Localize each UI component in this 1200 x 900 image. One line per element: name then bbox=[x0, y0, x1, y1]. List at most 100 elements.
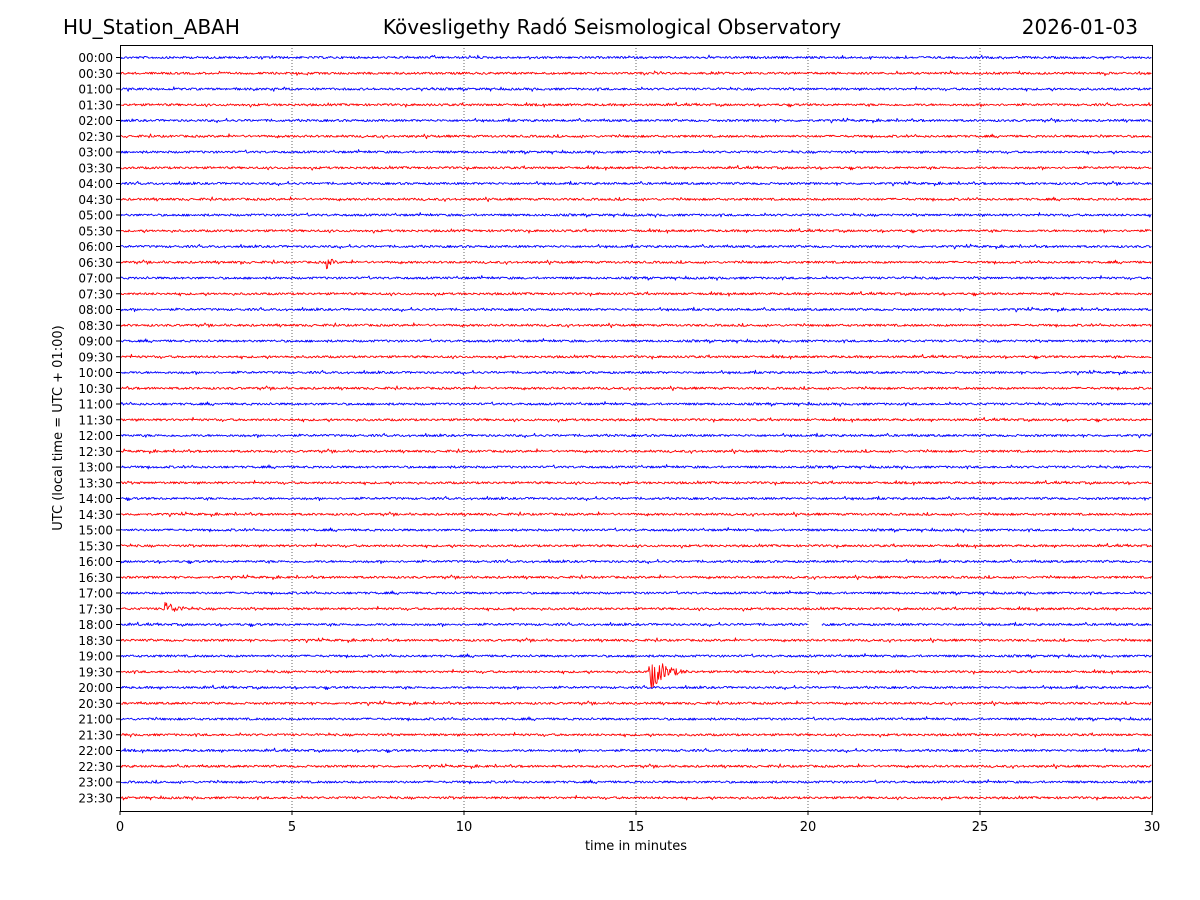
y-tick-label-2030: 20:30 bbox=[78, 697, 113, 711]
y-tick-label-0100: 01:00 bbox=[78, 83, 113, 97]
trace-0030 bbox=[120, 70, 1152, 77]
observatory-title: Kövesligethy Radó Seismological Observat… bbox=[382, 15, 842, 39]
x-tick-label-10: 10 bbox=[456, 820, 473, 835]
y-tick-label-1530: 15:30 bbox=[78, 539, 113, 553]
y-tick-label-1130: 11:30 bbox=[78, 413, 113, 427]
trace-1900 bbox=[120, 653, 1152, 659]
trace-1000 bbox=[120, 369, 1152, 376]
y-tick-label-0430: 04:30 bbox=[78, 193, 113, 207]
y-tick-label-1400: 14:00 bbox=[78, 492, 113, 506]
trace-2300 bbox=[120, 779, 1152, 785]
y-tick-label-0930: 09:30 bbox=[78, 350, 113, 364]
y-tick-label-0230: 02:30 bbox=[78, 130, 113, 144]
trace-0800 bbox=[120, 306, 1152, 313]
trace-1300 bbox=[120, 464, 1152, 470]
trace-2100 bbox=[120, 716, 1152, 722]
y-tick-label-2000: 20:00 bbox=[78, 681, 113, 695]
y-tick-label-0600: 06:00 bbox=[78, 240, 113, 254]
trace-0430 bbox=[120, 196, 1152, 203]
trace-0100 bbox=[120, 86, 1152, 92]
trace-0330 bbox=[120, 164, 1152, 171]
x-tick-label-25: 25 bbox=[972, 820, 989, 835]
y-tick-label-2100: 21:00 bbox=[78, 713, 113, 727]
y-tick-label-1500: 15:00 bbox=[78, 524, 113, 538]
y-tick-label-1300: 13:00 bbox=[78, 461, 113, 475]
x-tick-label-5: 5 bbox=[288, 820, 296, 835]
trace-0300 bbox=[120, 149, 1152, 155]
y-tick-label-0530: 05:30 bbox=[78, 224, 113, 238]
y-tick-label-0400: 04:00 bbox=[78, 177, 113, 191]
trace-1430 bbox=[120, 511, 1152, 518]
y-tick-label-0730: 07:30 bbox=[78, 287, 113, 301]
y-tick-label-1900: 19:00 bbox=[78, 650, 113, 664]
trace-1800 bbox=[120, 621, 1152, 628]
trace-1130 bbox=[120, 416, 1152, 423]
y-tick-label-0700: 07:00 bbox=[78, 272, 113, 286]
trace-0700 bbox=[120, 275, 1152, 281]
x-tick-label-30: 30 bbox=[1144, 820, 1161, 835]
y-tick-label-0900: 09:00 bbox=[78, 335, 113, 349]
y-tick-label-1630: 16:30 bbox=[78, 571, 113, 585]
trace-0200 bbox=[120, 117, 1152, 124]
y-tick-label-1030: 10:30 bbox=[78, 382, 113, 396]
x-tick-label-20: 20 bbox=[800, 820, 817, 835]
trace-2330 bbox=[120, 794, 1152, 801]
trace-1330 bbox=[120, 479, 1152, 486]
trace-0730 bbox=[120, 290, 1152, 297]
trace-0900 bbox=[120, 338, 1152, 344]
trace-0600 bbox=[120, 243, 1152, 250]
record-date: 2026-01-03 bbox=[1021, 15, 1138, 39]
seismic-traces bbox=[120, 54, 1152, 801]
x-axis-ticks: 0 5 10 15 20 25 30 bbox=[116, 811, 1160, 835]
x-axis-label: time in minutes bbox=[585, 839, 687, 854]
trace-1630 bbox=[120, 574, 1152, 581]
y-tick-label-0630: 06:30 bbox=[78, 256, 113, 270]
trace-0400 bbox=[120, 180, 1152, 187]
y-tick-label-1830: 18:30 bbox=[78, 634, 113, 648]
trace-0930 bbox=[120, 353, 1152, 360]
y-tick-label-1700: 17:00 bbox=[78, 587, 113, 601]
trace-1100 bbox=[120, 401, 1152, 407]
trace-1830 bbox=[120, 637, 1152, 644]
y-tick-label-2200: 22:00 bbox=[78, 744, 113, 758]
trace-2130 bbox=[120, 731, 1152, 738]
trace-1930 bbox=[120, 663, 1152, 689]
trace-2200 bbox=[120, 747, 1152, 754]
y-tick-label-1230: 12:30 bbox=[78, 445, 113, 459]
y-tick-label-1730: 17:30 bbox=[78, 602, 113, 616]
x-tick-label-0: 0 bbox=[116, 820, 124, 835]
y-tick-label-0000: 00:00 bbox=[78, 51, 113, 65]
trace-1030 bbox=[120, 385, 1152, 392]
y-tick-label-1000: 10:00 bbox=[78, 366, 113, 380]
y-tick-label-1600: 16:00 bbox=[78, 555, 113, 569]
y-tick-label-2230: 22:30 bbox=[78, 760, 113, 774]
trace-0230 bbox=[120, 133, 1152, 140]
trace-0500 bbox=[120, 212, 1152, 218]
trace-1730 bbox=[120, 601, 1152, 612]
y-tick-label-1330: 13:30 bbox=[78, 476, 113, 490]
y-tick-label-2330: 23:30 bbox=[78, 791, 113, 805]
trace-0830 bbox=[120, 322, 1152, 329]
trace-1530 bbox=[120, 542, 1152, 549]
y-tick-label-2130: 21:30 bbox=[78, 728, 113, 742]
y-tick-label-1930: 19:30 bbox=[78, 665, 113, 679]
x-tick-label-15: 15 bbox=[628, 820, 645, 835]
trace-1700 bbox=[120, 590, 1152, 596]
y-tick-label-0800: 08:00 bbox=[78, 303, 113, 317]
y-tick-label-1800: 18:00 bbox=[78, 618, 113, 632]
y-tick-label-1100: 11:00 bbox=[78, 398, 113, 412]
y-tick-label-0330: 03:30 bbox=[78, 161, 113, 175]
y-tick-label-2300: 23:00 bbox=[78, 776, 113, 790]
y-tick-label-0200: 02:00 bbox=[78, 114, 113, 128]
grid-lines bbox=[291, 45, 981, 811]
trace-2000 bbox=[120, 684, 1152, 691]
trace-1230 bbox=[120, 448, 1152, 455]
y-tick-label-0830: 08:30 bbox=[78, 319, 113, 333]
plot-frame bbox=[120, 45, 1153, 812]
y-tick-label-0130: 01:30 bbox=[78, 98, 113, 112]
trace-0000 bbox=[120, 54, 1152, 60]
y-tick-label-0030: 00:30 bbox=[78, 67, 113, 81]
y-axis-label: UTC (local time = UTC + 01:00) bbox=[51, 325, 66, 530]
